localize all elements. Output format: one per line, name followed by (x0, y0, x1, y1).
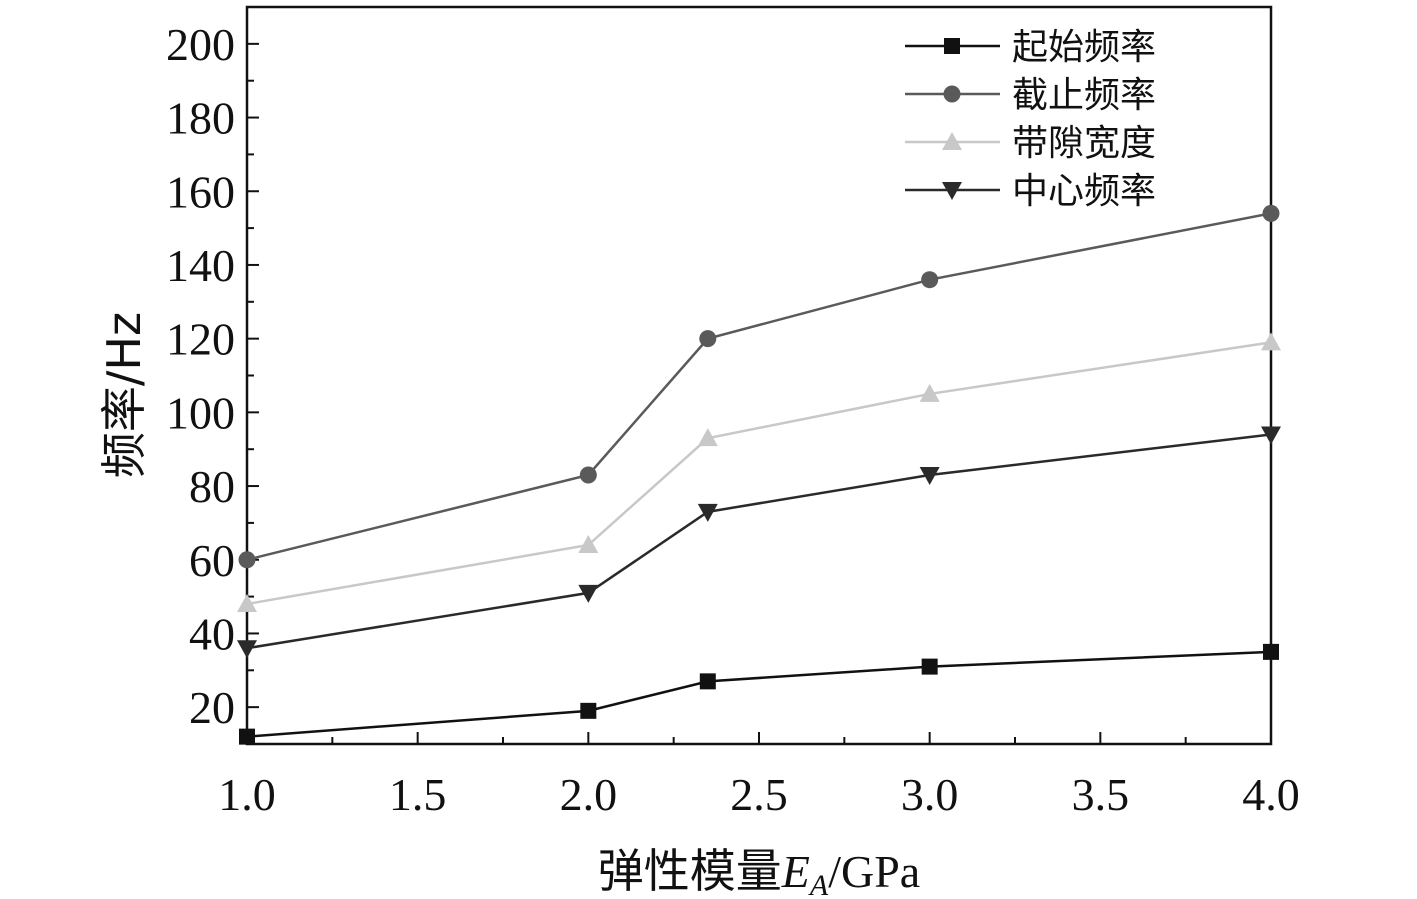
x-tick-label: 3.0 (901, 769, 959, 820)
data-point (1261, 426, 1281, 445)
legend-marker (942, 182, 962, 200)
legend-marker (942, 132, 962, 150)
series-2 (238, 204, 1280, 569)
legend-item: 起始频率 (905, 27, 1156, 68)
data-point (237, 593, 257, 612)
legend-label: 截止频率 (1012, 75, 1156, 116)
data-point (1263, 643, 1279, 660)
series-group (237, 204, 1281, 745)
y-tick-label: 200 (166, 19, 235, 70)
series-line (246, 433, 1272, 650)
series-3 (237, 332, 1281, 612)
y-tick-label: 120 (166, 314, 235, 365)
x-tick-label: 2.0 (560, 769, 618, 820)
data-point (921, 271, 939, 289)
legend-item: 带隙宽度 (905, 123, 1156, 164)
legend-label: 起始频率 (1012, 27, 1156, 68)
x-tick-label: 3.5 (1072, 769, 1130, 820)
y-tick-label: 40 (189, 608, 235, 659)
y-tick-label: 160 (166, 166, 235, 217)
x-axis-title: 弹性模量EA/GPa (598, 844, 920, 899)
x-tick-label: 4.0 (1242, 769, 1300, 820)
series-1 (239, 643, 1279, 745)
data-point (699, 330, 717, 348)
axis-ticks: 1.0 1.5 2.0 2.5 3.0 3.5 4.0 20 40 60 80 100 120 140 16… (166, 19, 1300, 820)
x-axis-title-suffix: /GPa (828, 846, 920, 897)
x-axis-title-prefix: 弹性模量 (598, 844, 782, 898)
data-point (238, 551, 256, 569)
y-tick-label: 80 (189, 461, 235, 512)
data-point (578, 584, 599, 603)
y-tick-label: 60 (189, 535, 235, 586)
x-axis-title-variable: E (781, 846, 810, 897)
legend-marker (944, 38, 960, 54)
data-point (699, 673, 716, 690)
data-point (580, 702, 597, 719)
data-point (919, 383, 940, 402)
legend-item: 截止频率 (905, 75, 1156, 116)
x-axis-title-subscript: A (808, 869, 829, 899)
data-point (697, 428, 718, 447)
data-point (1261, 332, 1281, 351)
x-tick-label: 2.5 (730, 769, 788, 820)
x-tick-label: 1.5 (389, 769, 447, 820)
y-tick-label: 100 (166, 387, 235, 438)
data-point (579, 466, 597, 484)
plot-frame (245, 5, 1273, 746)
legend-label: 中心频率 (1012, 171, 1156, 212)
legend-label: 带隙宽度 (1012, 123, 1156, 164)
y-axis-title: 频率/Hz (97, 312, 151, 478)
series-line (246, 650, 1272, 738)
data-point (239, 728, 255, 745)
y-tick-label: 180 (166, 93, 235, 144)
legend-item: 中心频率 (905, 171, 1156, 212)
data-point (921, 658, 938, 675)
data-point (697, 503, 718, 522)
data-point (578, 535, 599, 554)
series-line (246, 212, 1272, 561)
data-point (919, 466, 940, 485)
data-point (237, 640, 257, 659)
legend-marker (943, 85, 961, 103)
data-point (1262, 204, 1280, 222)
series-4 (237, 426, 1281, 659)
x-tick-label: 1.0 (218, 769, 276, 820)
y-tick-label: 140 (166, 240, 235, 291)
y-tick-label: 20 (189, 682, 235, 733)
series-line (246, 341, 1272, 606)
